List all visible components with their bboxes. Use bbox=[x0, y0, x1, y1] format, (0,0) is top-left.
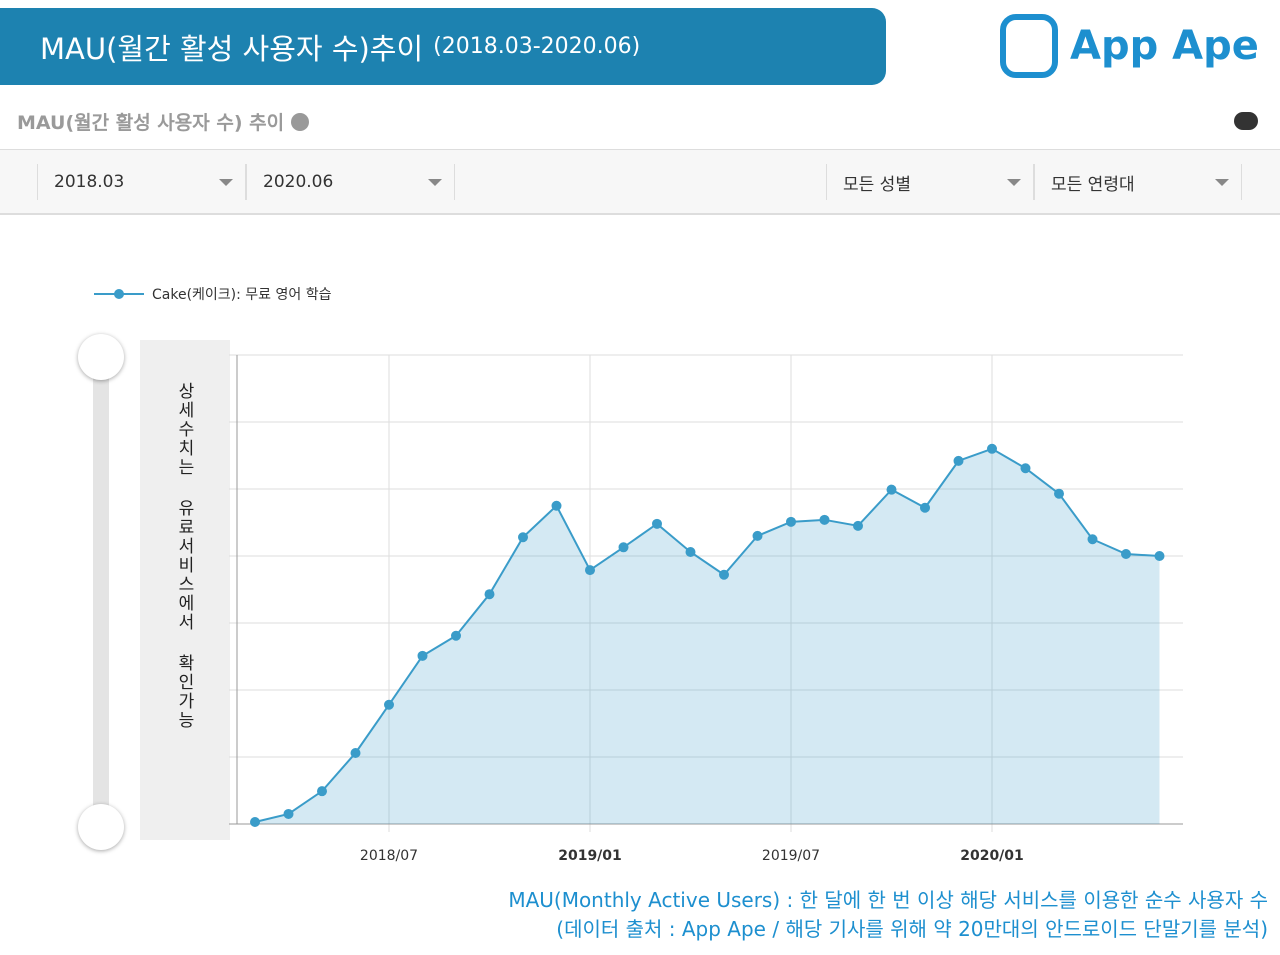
point bbox=[283, 808, 294, 819]
divider bbox=[0, 149, 1280, 150]
point bbox=[819, 514, 830, 525]
point bbox=[551, 500, 562, 511]
footnote: (데이터 출처 : App Ape / 해당 기사를 위해 약 20만대의 안드… bbox=[556, 917, 1268, 941]
point bbox=[317, 786, 327, 797]
point bbox=[417, 650, 428, 661]
filter-bar: 2018.03 2020.06 모든 성별 모든 연령대 bbox=[0, 150, 1280, 215]
point bbox=[920, 502, 930, 513]
logo: App Ape bbox=[1000, 14, 1259, 78]
point bbox=[1121, 548, 1131, 559]
point bbox=[752, 530, 763, 541]
gender-dropdown[interactable]: 모든 성별 bbox=[826, 164, 1034, 200]
range-slider[interactable] bbox=[93, 355, 109, 825]
legend-marker bbox=[114, 289, 124, 299]
legend-label: Cake(케이크): 무료 영어 학습 bbox=[152, 287, 332, 303]
point bbox=[350, 747, 361, 758]
point bbox=[1087, 534, 1098, 545]
x-tick-label: 2020/01 bbox=[960, 848, 1024, 864]
download-icon[interactable] bbox=[1234, 112, 1258, 130]
header-period: (2018.03-2020.06) bbox=[433, 34, 641, 59]
point bbox=[685, 546, 696, 557]
point bbox=[451, 630, 461, 641]
end-dropdown[interactable]: 2020.06 bbox=[246, 164, 455, 200]
point bbox=[250, 816, 260, 827]
start-dropdown[interactable]: 2018.03 bbox=[37, 164, 246, 200]
logo-text: App Ape bbox=[1070, 23, 1259, 69]
slider-knob[interactable] bbox=[78, 334, 124, 380]
footnote: MAU(Monthly Active Users) : 한 달에 한 번 이상 … bbox=[508, 888, 1268, 912]
point bbox=[652, 518, 662, 529]
help-icon[interactable] bbox=[290, 113, 309, 131]
panel-title: MAU(월간 활성 사용자 수) 추이 bbox=[17, 108, 309, 135]
point bbox=[987, 443, 997, 454]
point bbox=[585, 565, 595, 576]
point bbox=[1020, 463, 1031, 474]
point bbox=[618, 542, 629, 553]
notice-text: 상세수치는 유료서비스에서 확인가능 bbox=[174, 382, 194, 730]
panel-title-text: MAU(월간 활성 사용자 수) 추이 bbox=[17, 112, 285, 134]
notice-box: 상세수치는 유료서비스에서 확인가능 bbox=[140, 340, 230, 840]
point bbox=[1054, 488, 1064, 499]
point bbox=[384, 699, 394, 710]
header-title: MAU(월간 활성 사용자 수)추이 bbox=[40, 31, 424, 66]
age-dropdown[interactable]: 모든 연령대 bbox=[1034, 164, 1242, 200]
logo-icon bbox=[1000, 14, 1058, 78]
area bbox=[255, 448, 1160, 824]
slider-knob[interactable] bbox=[78, 804, 124, 850]
point bbox=[1154, 551, 1165, 561]
point bbox=[484, 589, 495, 600]
point bbox=[719, 569, 729, 580]
point bbox=[886, 484, 897, 495]
x-tick-label: 2019/01 bbox=[558, 848, 622, 864]
point bbox=[853, 520, 863, 531]
point bbox=[518, 532, 528, 543]
line bbox=[254, 447, 1160, 823]
x-tick-label: 2018/07 bbox=[360, 848, 418, 864]
point bbox=[786, 516, 796, 527]
x-tick-label: 2019/07 bbox=[762, 848, 820, 864]
header-bar: MAU(월간 활성 사용자 수)추이 (2018.03-2020.06) bbox=[0, 8, 886, 85]
point bbox=[953, 455, 964, 466]
